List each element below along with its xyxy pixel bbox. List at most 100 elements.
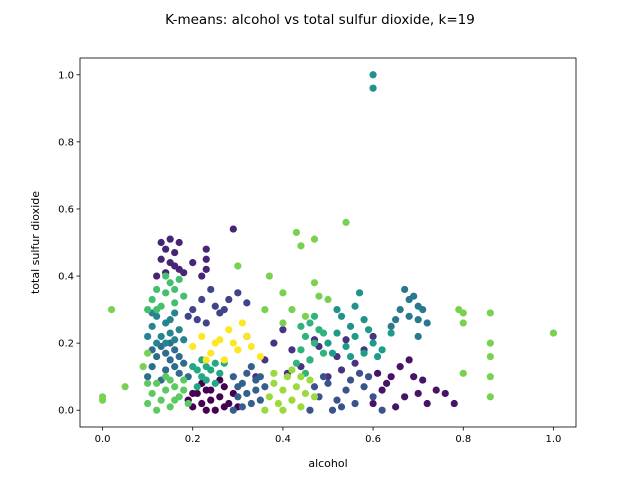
plot-points (98, 71, 558, 414)
scatter-point (180, 359, 188, 367)
y-tick-label: 1.0 (58, 70, 74, 81)
scatter-point (144, 373, 152, 381)
scatter-point (202, 265, 210, 273)
y-tick-label: 0.0 (58, 406, 74, 417)
scatter-point (360, 383, 368, 391)
scatter-point (337, 403, 346, 411)
scatter-point (153, 305, 161, 314)
scatter-point (392, 316, 400, 324)
scatter-point (234, 383, 242, 391)
scatter-point (157, 255, 165, 263)
scatter-point (328, 406, 337, 414)
scatter-point (207, 285, 215, 294)
scatter-point (148, 295, 156, 304)
scatter-point (292, 228, 301, 237)
scatter-point (166, 403, 174, 411)
scatter-point (337, 312, 346, 320)
scatter-point (423, 399, 431, 408)
scatter-point (166, 235, 174, 243)
scatter-point (306, 376, 314, 384)
scatter-point (225, 295, 233, 304)
scatter-point (324, 295, 332, 304)
scatter-point (198, 272, 206, 280)
scatter-point (234, 289, 242, 297)
scatter-point (171, 299, 179, 307)
scatter-point (180, 386, 188, 394)
scatter-point (144, 305, 152, 314)
scatter-point (364, 373, 373, 381)
scatter-point (387, 322, 395, 330)
scatter-point (270, 339, 278, 347)
scatter-point (184, 399, 192, 408)
scatter-point (148, 389, 156, 398)
scatter-point (229, 339, 237, 347)
scatter-point (193, 383, 201, 391)
scatter-point (247, 363, 255, 371)
scatter-point (297, 322, 305, 330)
chart-title: K-means: alcohol vs total sulfur dioxide… (165, 12, 475, 28)
scatter-point (414, 332, 422, 341)
scatter-point (292, 383, 301, 391)
scatter-point (288, 396, 296, 404)
scatter-point (211, 359, 219, 367)
scatter-point (369, 393, 377, 401)
scatter-point (175, 238, 183, 247)
scatter-point (153, 406, 161, 414)
scatter-point (180, 336, 188, 344)
scatter-point (202, 255, 210, 263)
x-tick-label: 0.4 (275, 434, 291, 445)
scatter-point (162, 289, 170, 297)
scatter-point (369, 399, 377, 408)
scatter-point (387, 373, 395, 381)
scatter-point (459, 319, 467, 327)
scatter-point (166, 376, 174, 384)
scatter-point (297, 403, 305, 411)
scatter-point (486, 352, 494, 361)
scatter-point (306, 406, 314, 414)
scatter-point (220, 356, 228, 364)
plot-frame (79, 57, 577, 428)
scatter-point (238, 403, 246, 411)
scatter-point (265, 393, 273, 401)
scatter-point (243, 389, 251, 398)
scatter-point (247, 342, 255, 351)
scatter-point (180, 269, 188, 277)
scatter-point (351, 359, 359, 367)
scatter-point (166, 316, 174, 324)
scatter-point (252, 386, 260, 394)
scatter-point (450, 399, 458, 408)
scatter-point (229, 373, 237, 381)
scatter-point (229, 225, 237, 233)
scatter-point (225, 326, 233, 334)
scatter-point (243, 332, 251, 341)
scatter-point (306, 356, 314, 364)
scatter-point (346, 352, 355, 361)
scatter-point (202, 319, 210, 327)
scatter-point (144, 379, 152, 387)
scatter-point (153, 352, 161, 361)
scatter-point (153, 339, 161, 347)
scatter-point (346, 322, 355, 330)
scatter-point (153, 285, 161, 294)
scatter-point (324, 379, 332, 387)
scatter-point (455, 305, 463, 314)
scatter-point (162, 339, 170, 347)
scatter-point (180, 376, 188, 384)
scatter-point (261, 406, 269, 414)
scatter-point (153, 379, 161, 387)
scatter-point (243, 299, 251, 307)
scatter-point (401, 285, 409, 294)
scatter-point (279, 386, 287, 394)
scatter-point (166, 329, 174, 337)
scatter-point (189, 389, 197, 398)
scatter-point (162, 366, 170, 374)
scatter-point (486, 373, 494, 381)
scatter-point (297, 373, 305, 381)
scatter-point (243, 369, 251, 377)
scatter-point (351, 399, 359, 408)
scatter-point (301, 332, 310, 341)
scatter-point (288, 346, 296, 354)
scatter-point (401, 393, 409, 401)
scatter-point (374, 352, 382, 361)
scatter-point (405, 356, 413, 364)
